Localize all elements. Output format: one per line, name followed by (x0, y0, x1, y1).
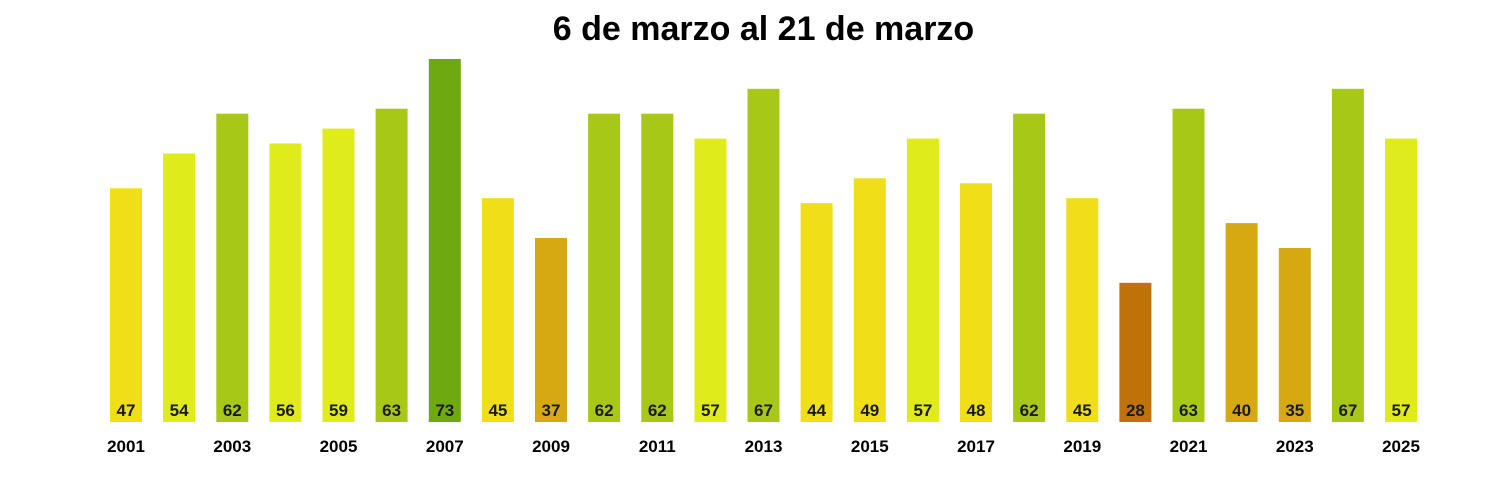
value-label-2011: 62 (648, 401, 667, 420)
value-label-2008: 45 (488, 401, 507, 420)
x-tick-label-2023: 2023 (1276, 437, 1314, 456)
x-axis-tick-labels: 2001 2003 2005 2007 2009 2011 2013 2015 2017 2019… (107, 437, 1420, 456)
bar-2001 (110, 188, 142, 422)
chart-title: 6 de marzo al 21 de marzo (552, 10, 975, 48)
value-label-2025: 57 (1392, 401, 1411, 420)
bars-group (110, 59, 1417, 423)
value-label-2017: 48 (967, 401, 986, 420)
bar-2006 (375, 108, 408, 422)
x-tick-label-2005: 2005 (320, 437, 358, 456)
x-tick-label-2019: 2019 (1063, 437, 1101, 456)
x-tick-label-2011: 2011 (639, 437, 676, 456)
x-tick-label-2013: 2013 (745, 437, 783, 456)
value-label-2020: 28 (1126, 401, 1145, 420)
bar-2011 (641, 113, 674, 422)
bar-2010 (588, 113, 621, 422)
bar-2024 (1331, 88, 1364, 423)
value-label-2003: 62 (223, 401, 242, 420)
value-label-2023: 35 (1285, 401, 1304, 420)
bar-2019 (1066, 198, 1099, 422)
value-label-2019: 45 (1073, 401, 1092, 420)
value-label-2004: 56 (276, 401, 295, 420)
x-tick-label-2017: 2017 (957, 437, 995, 456)
bar-2023 (1278, 248, 1311, 422)
value-labels-group: 47 54 62 56 59 63 73 45 37 62 62 57 67 44 49 57 48 62 45 28… (117, 401, 1411, 420)
x-tick-label-2003: 2003 (213, 437, 251, 456)
bar-2002 (163, 153, 196, 422)
bar-2014 (800, 203, 833, 422)
value-label-2014: 44 (807, 401, 826, 420)
bar-2016 (906, 138, 939, 422)
value-label-2009: 37 (542, 401, 561, 420)
bar-2005 (322, 128, 355, 422)
bar-2018 (1013, 113, 1046, 422)
bar-2009 (535, 238, 567, 422)
bar-2017 (960, 183, 992, 422)
value-label-2005: 59 (329, 401, 348, 420)
bar-2007 (428, 59, 461, 422)
bar-2021 (1172, 108, 1205, 422)
value-label-2007: 73 (435, 401, 454, 420)
x-tick-label-2021: 2021 (1170, 437, 1208, 456)
x-tick-label-2025: 2025 (1382, 437, 1420, 456)
value-label-2015: 49 (860, 401, 879, 420)
value-label-2021: 63 (1179, 401, 1198, 420)
bar-2012 (694, 138, 727, 422)
value-label-2006: 63 (382, 401, 401, 420)
x-tick-label-2009: 2009 (532, 437, 570, 456)
bar-2022 (1225, 223, 1258, 422)
bar-2004 (269, 143, 302, 422)
x-tick-label-2001: 2001 (107, 437, 145, 456)
value-label-2024: 67 (1338, 401, 1357, 420)
value-label-2016: 57 (913, 401, 932, 420)
bar-2025 (1385, 138, 1417, 422)
bar-2015 (853, 178, 886, 422)
value-label-2010: 62 (595, 401, 614, 420)
value-label-2013: 67 (754, 401, 773, 420)
value-label-2001: 47 (117, 401, 136, 420)
bar-2013 (747, 88, 780, 423)
bar-2008 (481, 198, 514, 422)
bar-2003 (216, 113, 249, 422)
x-tick-label-2015: 2015 (851, 437, 889, 456)
value-label-2022: 40 (1232, 401, 1251, 420)
x-tick-label-2007: 2007 (426, 437, 464, 456)
value-label-2012: 57 (701, 401, 720, 420)
value-label-2018: 62 (1020, 401, 1039, 420)
bar-2020 (1119, 282, 1152, 422)
value-label-2002: 54 (170, 401, 189, 420)
